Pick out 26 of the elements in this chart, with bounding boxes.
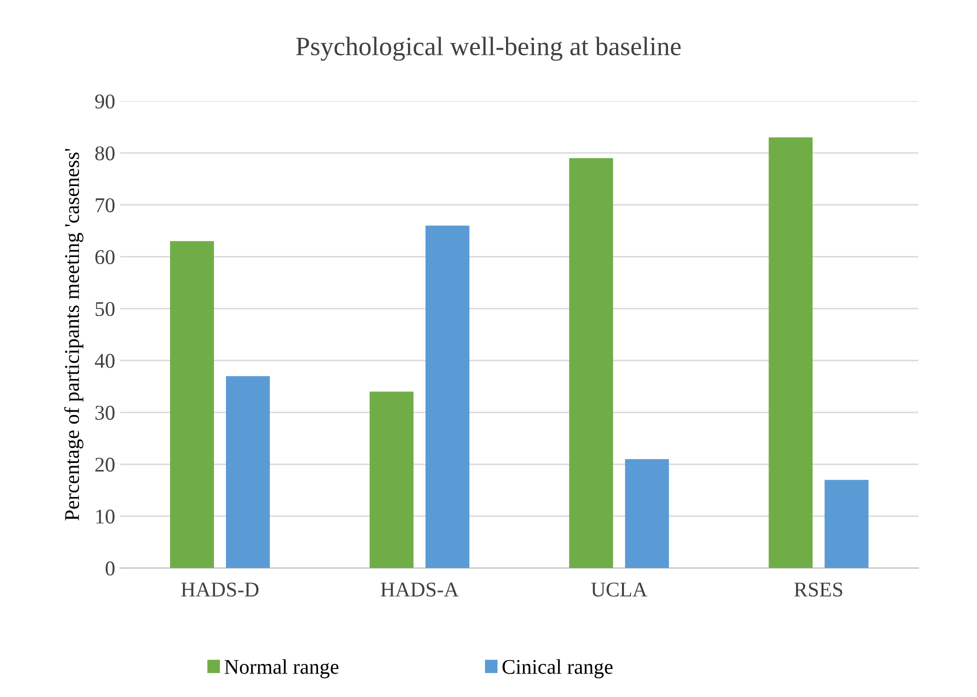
bar (170, 241, 214, 568)
x-tick-label: RSES (794, 582, 842, 597)
bar (226, 376, 270, 568)
y-tick-label: 30 (95, 406, 115, 420)
y-tick-label: 90 (95, 94, 115, 108)
bar (425, 226, 470, 568)
x-tick-label: UCLA (591, 582, 648, 597)
y-tick-label: 40 (94, 354, 115, 368)
bar (370, 392, 414, 568)
x-tick-label: HADS-D (181, 582, 258, 597)
y-tick-label: 10 (96, 510, 115, 524)
y-tick-label: 60 (95, 250, 115, 264)
y-tick-label: 0 (106, 561, 115, 576)
x-tick-label: HADS-A (380, 582, 459, 597)
bar (569, 158, 614, 568)
y-tick-label: 50 (96, 302, 115, 316)
legend-label: Cinical range (502, 659, 613, 678)
bar (768, 137, 813, 568)
chart-title: Psychological well-being at baseline (296, 36, 681, 61)
legend-label: Normal range (224, 659, 338, 678)
bar (824, 480, 868, 568)
y-tick-label: 80 (95, 146, 115, 160)
y-tick-label: 70 (96, 198, 115, 212)
bar (625, 459, 669, 568)
y-tick-label: 20 (95, 458, 115, 472)
y-axis-title: Percentage of participants meeting 'caseness' (64, 148, 84, 521)
